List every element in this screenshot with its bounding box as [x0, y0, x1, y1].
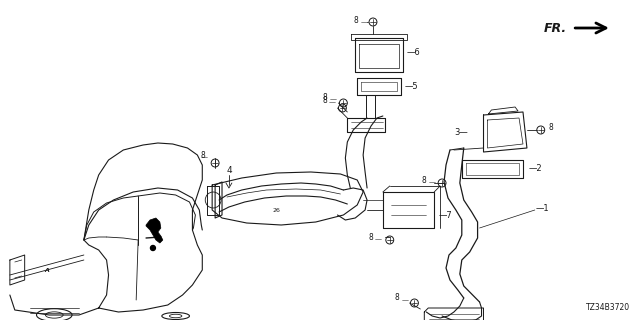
Text: 8: 8	[548, 123, 554, 132]
Text: 8: 8	[368, 233, 373, 242]
Text: —: —	[330, 96, 337, 102]
Text: —: —	[360, 19, 367, 25]
Text: —6: —6	[406, 47, 420, 57]
Text: A: A	[44, 268, 49, 273]
Text: —: —	[428, 179, 435, 185]
Text: —: —	[200, 154, 207, 160]
Text: 8: 8	[353, 15, 358, 25]
Text: 3—: 3—	[454, 127, 468, 137]
Text: FR.: FR.	[543, 21, 566, 35]
Text: —1: —1	[536, 204, 549, 212]
Text: —5: —5	[404, 82, 418, 91]
Text: 8: 8	[323, 95, 328, 105]
Text: —7: —7	[438, 211, 452, 220]
Circle shape	[150, 245, 156, 251]
Text: 8: 8	[323, 92, 328, 101]
Text: —: —	[402, 297, 408, 303]
Text: —: —	[328, 99, 335, 105]
Text: —2: —2	[529, 164, 543, 172]
Text: 4: 4	[226, 165, 232, 174]
Polygon shape	[146, 218, 163, 243]
Text: 8: 8	[395, 293, 399, 302]
Text: —: —	[375, 236, 382, 242]
Text: 8: 8	[200, 150, 205, 159]
Text: 26: 26	[273, 207, 280, 212]
Text: TZ34B3720: TZ34B3720	[586, 303, 630, 313]
Text: 8: 8	[422, 175, 426, 185]
